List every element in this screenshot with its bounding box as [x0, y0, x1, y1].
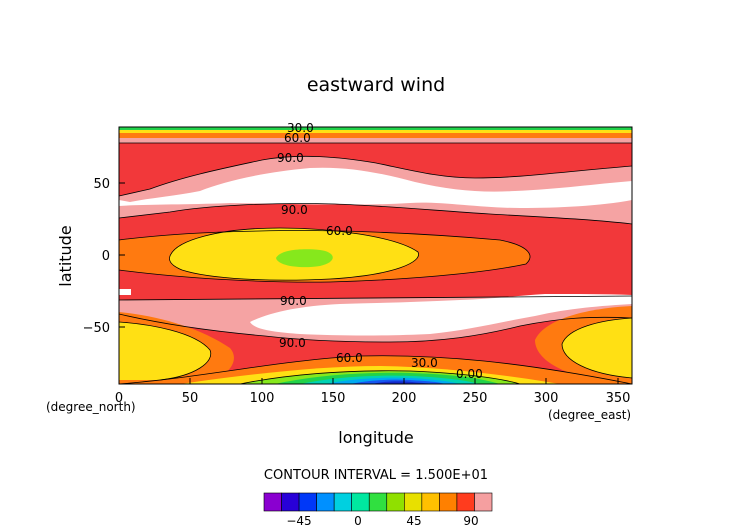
colorbar-swatch [281, 492, 300, 512]
x-tick-label: 100 [250, 391, 275, 406]
y-tick-label: 50 [93, 177, 110, 192]
colorbar-tick-label: 45 [406, 514, 421, 528]
band-north-green [119, 127, 632, 130]
y-unit-label: (degree_north) [46, 400, 136, 414]
contour-label: 0.00 [456, 367, 483, 381]
colorbar-swatch [456, 492, 475, 512]
x-tick-labels: 0 50 100 150 200 250 300 350 [115, 391, 631, 406]
contour-label: 60.0 [336, 351, 363, 365]
x-axis [118, 378, 619, 384]
contour-left-white-gap [119, 289, 131, 295]
contour-label: 90.0 [277, 151, 304, 165]
colorbar-swatch [298, 492, 317, 512]
x-tick-label: 0 [115, 391, 123, 406]
x-tick-label: 200 [392, 391, 417, 406]
contour-south-white [250, 294, 632, 336]
contour-label: 30.0 [287, 121, 314, 135]
y-axis [119, 182, 125, 328]
contour-label: 60.0 [284, 131, 311, 145]
y-tick-label: 0 [102, 249, 110, 264]
y-tick-labels: 50 0 −50 [83, 177, 110, 336]
contour-sw-yellow [119, 322, 211, 380]
contour-label: 60.0 [326, 224, 353, 238]
colorbar-swatch [263, 492, 282, 512]
colorbar-swatch [368, 492, 388, 512]
contour-label: 90.0 [279, 336, 306, 350]
colorbar [263, 492, 493, 512]
chart-title: eastward wind [307, 74, 445, 96]
x-tick-label: 250 [463, 391, 488, 406]
contour-interval-text: CONTOUR INTERVAL = 1.500E+01 [264, 468, 488, 483]
contour-lines [119, 142, 632, 384]
colorbar-tick-label: −45 [286, 514, 311, 528]
contour-se-yellow [562, 318, 632, 378]
colorbar-swatch [316, 492, 335, 512]
contour-north-white [119, 167, 632, 208]
colorbar-tick-labels: −45 0 45 90 [286, 514, 478, 528]
x-tick-label: 300 [534, 391, 559, 406]
y-tick-label: −50 [83, 321, 110, 336]
x-tick-label: 150 [321, 391, 346, 406]
contour-label: 90.0 [280, 294, 307, 308]
colorbar-swatch [333, 492, 352, 512]
colorbar-swatch [404, 492, 423, 512]
contour-eq-lime [276, 249, 333, 268]
contour-label: 90.0 [281, 203, 308, 217]
colorbar-tick-label: 0 [354, 514, 362, 528]
plot-area [119, 127, 632, 384]
colorbar-swatch [351, 492, 370, 512]
y-axis-label: latitude [56, 225, 75, 286]
contour-label-group: 30.0 60.0 90.0 90.0 60.0 90.0 90.0 60.0 … [277, 121, 483, 381]
colorbar-swatch [474, 492, 493, 512]
colorbar-swatch [439, 492, 458, 512]
contour-label: 30.0 [411, 356, 438, 370]
contour-south-deepblue [372, 381, 430, 384]
x-tick-label: 350 [606, 391, 631, 406]
x-tick-label: 50 [182, 391, 199, 406]
x-axis-label: longitude [338, 428, 413, 447]
x-unit-label: (degree_east) [548, 408, 631, 422]
colorbar-swatch [421, 492, 440, 512]
colorbar-swatch [386, 492, 405, 512]
colorbar-tick-label: 90 [463, 514, 478, 528]
